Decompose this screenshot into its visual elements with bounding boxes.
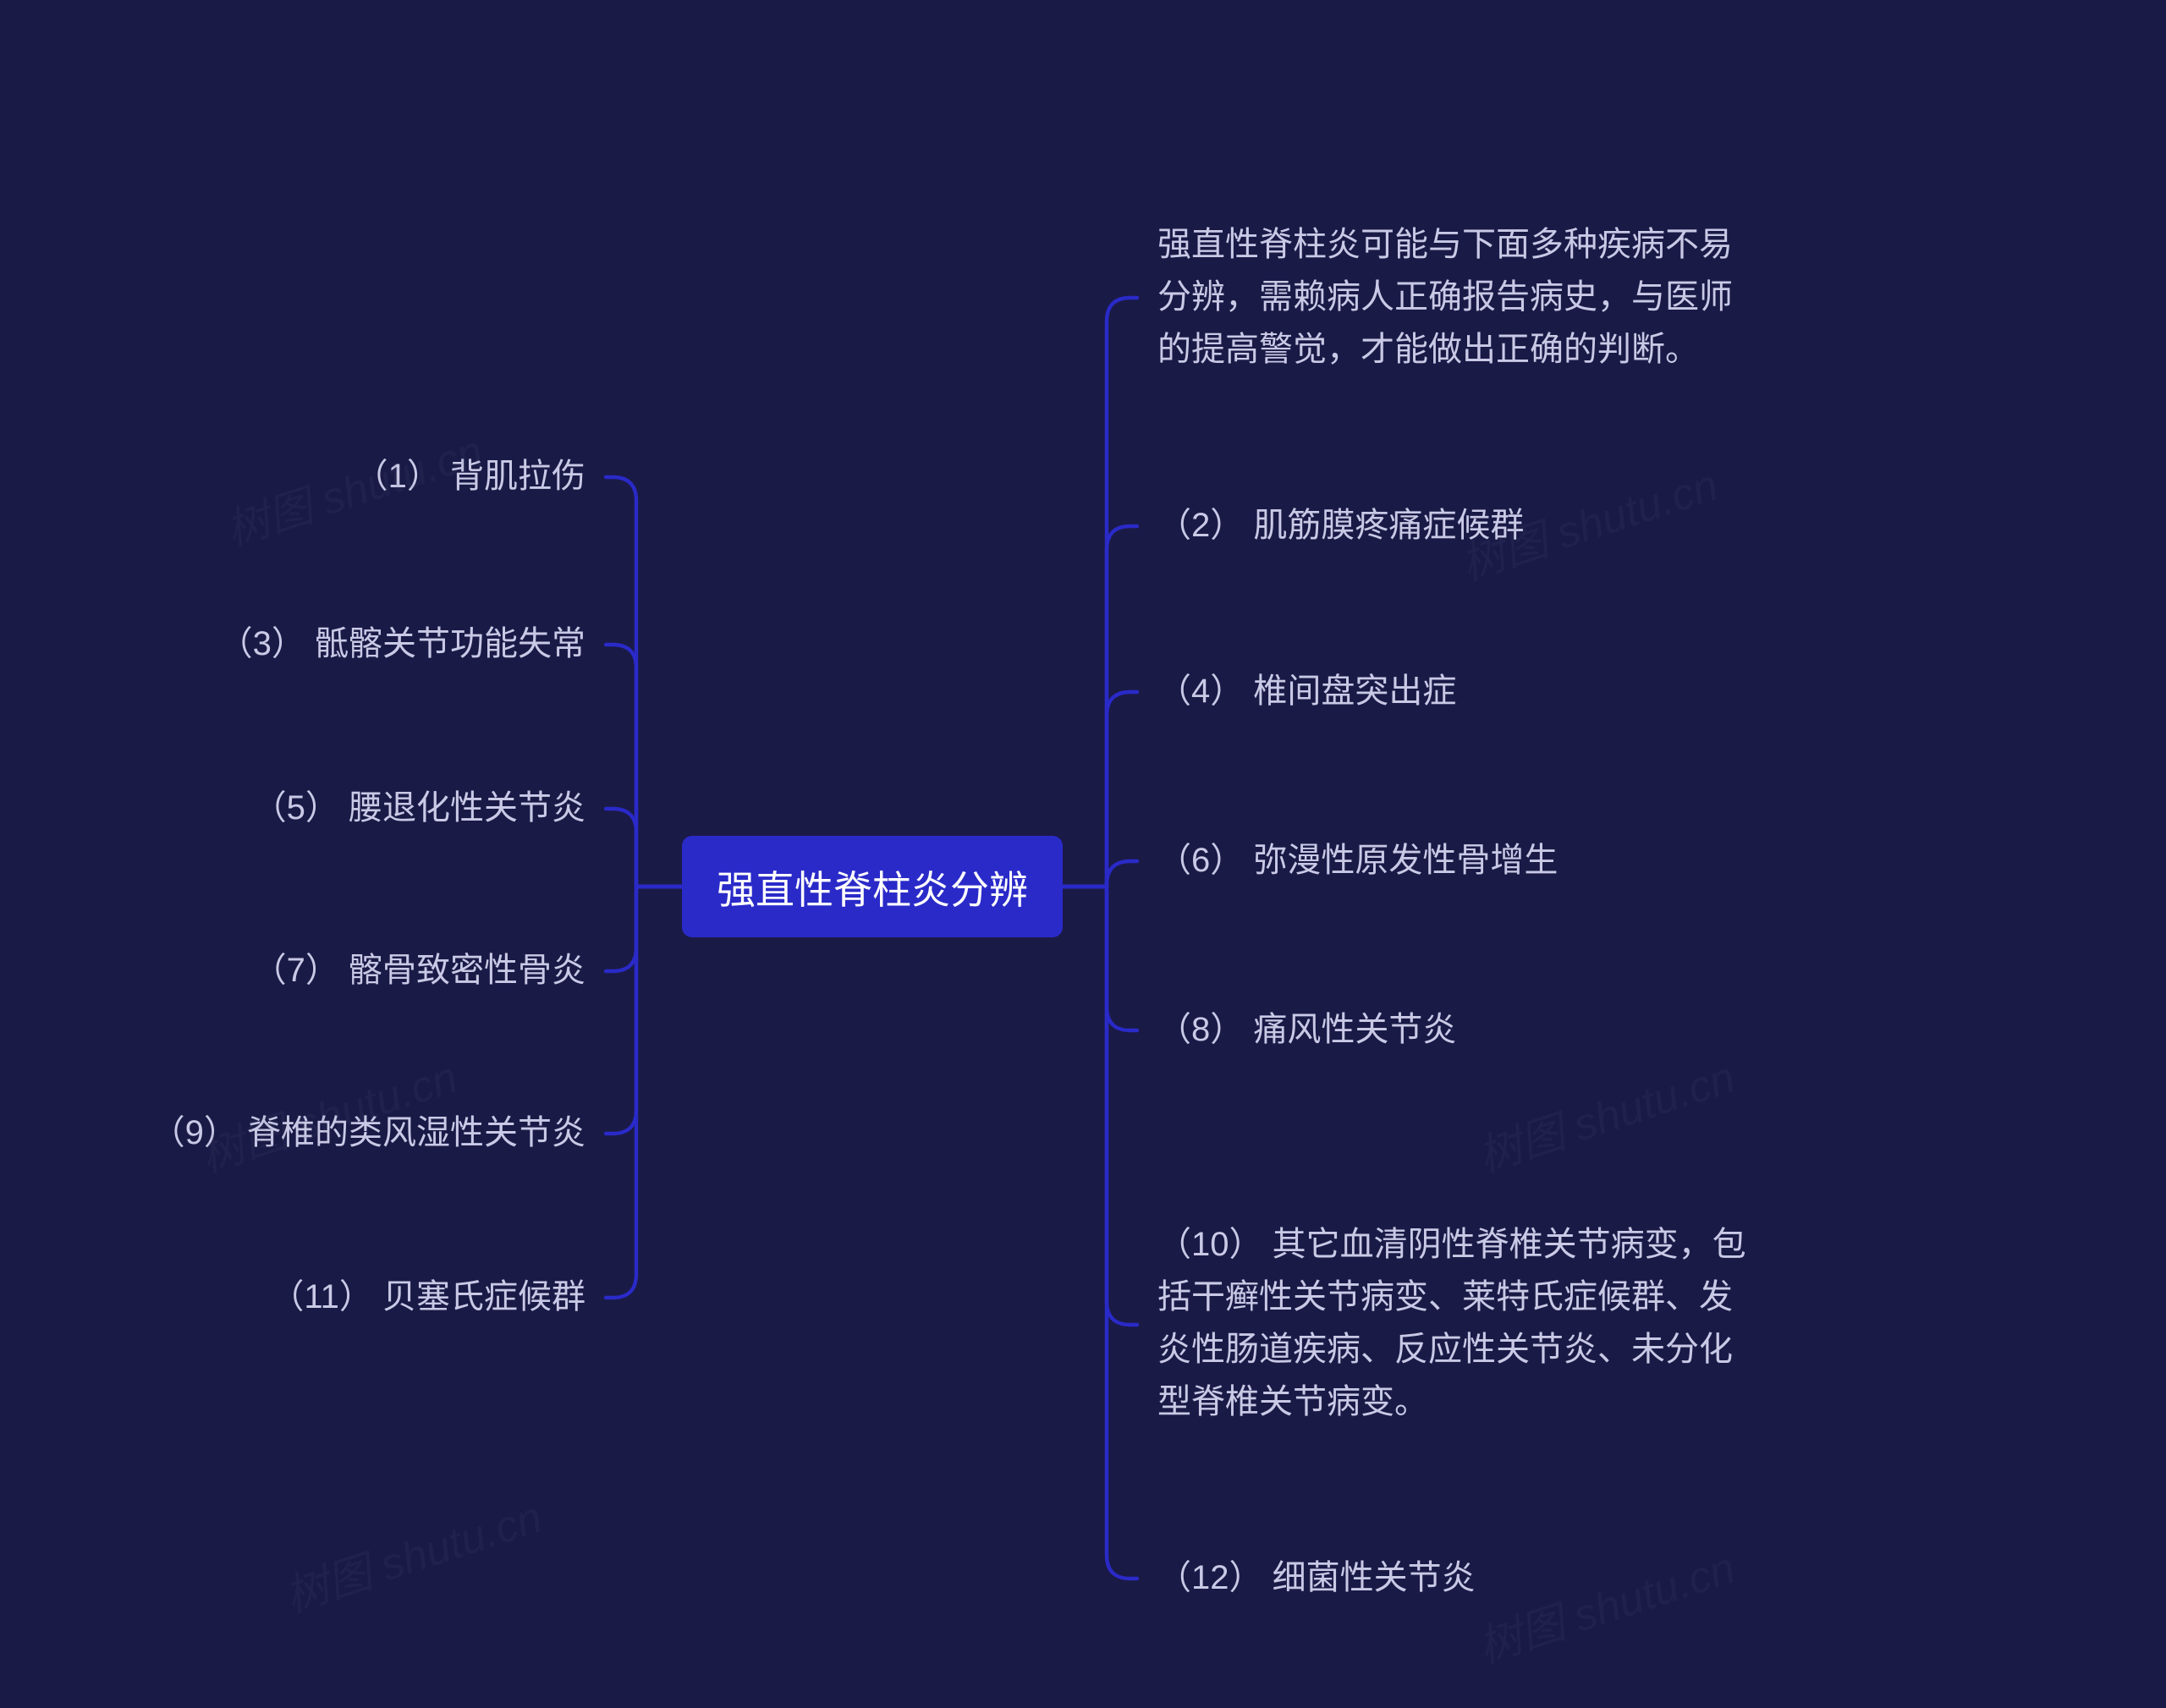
branch-node-r8[interactable]: （8） 痛风性关节炎	[1157, 1004, 1456, 1057]
branch-node-l9[interactable]: （9） 脊椎的类风湿性关节炎	[151, 1107, 585, 1160]
central-node[interactable]: 强直性脊柱炎分辨	[682, 836, 1063, 937]
branch-node-l5[interactable]: （5） 腰退化性关节炎	[253, 783, 585, 835]
mindmap-inner: 强直性脊柱炎分辨 （1） 背肌拉伤 （3） 骶髂关节功能失常 （5） 腰退化性关节炎…	[0, 0, 2166, 1708]
branch-node-l11[interactable]: （11） 贝塞氏症候群	[270, 1271, 585, 1324]
mindmap-canvas: 强直性脊柱炎分辨 （1） 背肌拉伤 （3） 骶髂关节功能失常 （5） 腰退化性关节炎…	[0, 0, 2166, 1708]
branch-node-l3[interactable]: （3） 骶髂关节功能失常	[219, 618, 585, 671]
watermark: 树图 shutu.cn	[1469, 1043, 1741, 1185]
watermark: 树图 shutu.cn	[276, 1483, 548, 1625]
branch-node-l1[interactable]: （1） 背肌拉伤	[355, 451, 585, 503]
edge-layer	[0, 0, 2166, 1708]
branch-node-r12[interactable]: （12） 细菌性关节炎	[1157, 1552, 1476, 1605]
branch-node-r4[interactable]: （4） 椎间盘突出症	[1157, 666, 1456, 718]
watermark: 树图 shutu.cn	[1469, 1534, 1741, 1676]
branch-node-r10[interactable]: （10） 其它血清阴性脊椎关节病变，包括干癣性关节病变、莱特氏症候群、发炎性肠道…	[1157, 1220, 1750, 1430]
branch-node-r2[interactable]: （2） 肌筋膜疼痛症候群	[1157, 500, 1524, 552]
branch-node-r0[interactable]: 强直性脊柱炎可能与下面多种疾病不易分辨，需赖病人正确报告病史，与医师的提高警觉，…	[1157, 219, 1750, 376]
branch-node-r6[interactable]: （6） 弥漫性原发性骨增生	[1157, 835, 1558, 887]
branch-node-l7[interactable]: （7） 髂骨致密性骨炎	[253, 945, 585, 997]
